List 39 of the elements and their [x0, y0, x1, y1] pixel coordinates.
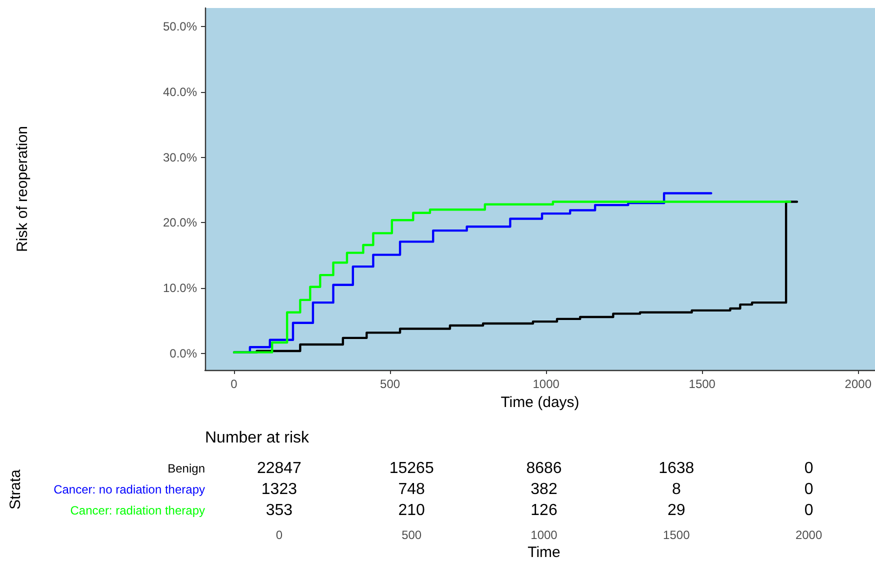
- y-tick-label: 0.0%: [170, 346, 198, 361]
- x-tick-label: 500: [402, 528, 422, 542]
- x-tick-label: 500: [380, 377, 400, 391]
- data-label: 210: [398, 502, 426, 519]
- data-label: 29: [668, 502, 686, 519]
- data-label: 8686: [526, 460, 562, 477]
- x-tick-label: 1500: [663, 528, 690, 542]
- data-label: 15265: [389, 460, 434, 477]
- y-axis-title: Risk of reoperation: [14, 126, 31, 252]
- x-tick-label: 0: [230, 377, 238, 391]
- data-label: 8: [672, 481, 681, 498]
- data-label: 0: [804, 481, 814, 498]
- data-label: 0: [804, 502, 814, 519]
- data-label: 382: [530, 481, 558, 498]
- y-tick-label: Benign: [168, 462, 205, 476]
- y-tick-label: 20.0%: [162, 216, 198, 230]
- chart-title: Number at risk: [205, 430, 310, 446]
- data-label: 353: [266, 502, 293, 519]
- x-axis-title: Time (days): [500, 394, 580, 411]
- data-label: 748: [398, 481, 426, 498]
- data-label: 1638: [658, 460, 694, 477]
- y-tick-label: 40.0%: [162, 84, 198, 99]
- data-label: 126: [530, 502, 558, 519]
- y-tick-label: Cancer: radiation therapy: [70, 504, 205, 518]
- data-label: 1323: [261, 481, 298, 498]
- y-tick-label: 30.0%: [162, 150, 198, 164]
- x-axis-title: Time: [528, 544, 560, 561]
- y-tick-label: 10.0%: [162, 281, 198, 296]
- data-label: 22847: [256, 460, 302, 477]
- x-tick-label: 1000: [530, 528, 558, 542]
- data-label: 0: [804, 460, 814, 477]
- x-tick-label: 2000: [844, 377, 872, 391]
- x-tick-label: 1000: [532, 377, 560, 391]
- y-axis-title: Strata: [7, 468, 24, 510]
- y-tick-label: 50.0%: [162, 19, 198, 34]
- x-tick-label: 1500: [688, 377, 716, 391]
- x-tick-label: 0: [276, 528, 283, 542]
- x-tick-label: 2000: [795, 528, 822, 542]
- y-tick-label: Cancer: no radiation therapy: [54, 482, 205, 496]
